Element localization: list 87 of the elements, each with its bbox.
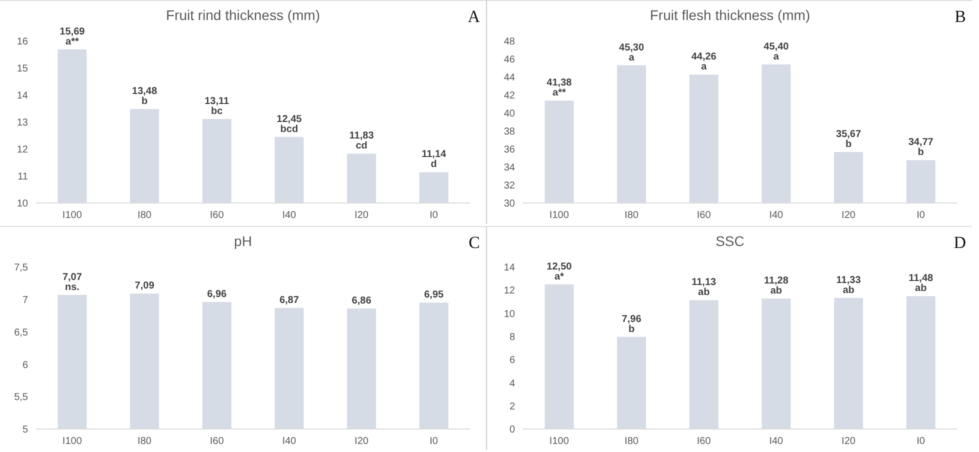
y-tick-label: 7: [22, 294, 28, 306]
data-label: 7,07 ns.: [62, 272, 82, 293]
chart-title: SSC: [716, 233, 744, 249]
y-tick-label: 42: [504, 90, 516, 102]
x-tick-label: I0: [430, 436, 438, 448]
x-tick-label: I40: [282, 210, 297, 222]
data-label: 12,50 a*: [546, 261, 572, 282]
y-tick-label: 10: [16, 198, 28, 210]
y-tick-label: 40: [504, 108, 516, 120]
x-tick-label: I20: [354, 436, 369, 448]
y-tick-label: 38: [504, 126, 516, 138]
y-tick-label: 36: [504, 144, 516, 156]
y-tick-label: 8: [509, 332, 516, 343]
chart-title: pH: [234, 233, 252, 249]
data-label: 45,30 a: [619, 42, 644, 64]
x-tick-label: I0: [430, 210, 438, 222]
x-tick-label: I40: [769, 210, 784, 222]
y-tick-label: 16: [16, 36, 28, 48]
y-tick-label: 11: [18, 172, 28, 183]
x-tick-label: I100: [62, 210, 82, 222]
data-label: 12,45 bcd: [276, 114, 302, 135]
chart-title: Fruit rind thickness (mm): [166, 7, 320, 23]
y-tick-label: 7,5: [14, 262, 28, 274]
data-label: 35,67 b: [836, 128, 862, 150]
chart-title: Fruit flesh thickness (mm): [650, 7, 810, 23]
x-tick-label: I60: [696, 436, 712, 448]
data-label: 11,83 cd: [349, 130, 374, 152]
data-label: 6,96: [207, 288, 228, 300]
data-label: 6,86: [352, 295, 372, 306]
x-tick-label: I60: [696, 210, 712, 222]
y-tick-label: 10: [504, 308, 516, 320]
x-tick-label: I100: [62, 436, 82, 448]
y-tick-label: 30: [504, 198, 516, 210]
x-tick-label: I80: [624, 210, 639, 222]
data-label: 6,95: [424, 290, 444, 301]
data-label: 41,38 a**: [546, 78, 572, 99]
y-tick-label: 15: [16, 64, 28, 75]
data-label: 7,09: [134, 280, 155, 292]
x-tick-label: I0: [916, 210, 926, 222]
data-label: 11,33 ab: [836, 274, 862, 296]
x-tick-label: I100: [549, 210, 570, 222]
x-tick-label: I80: [138, 210, 152, 222]
x-tick-label: I80: [138, 436, 152, 448]
y-tick-label: 2: [509, 401, 516, 412]
data-label: 34,77 b: [908, 137, 934, 158]
y-tick-label: 34: [504, 162, 516, 174]
y-tick-label: 5: [22, 424, 28, 436]
x-tick-label: I20: [354, 210, 369, 222]
y-tick-label: 13: [16, 118, 28, 129]
data-label: 11,13 ab: [692, 277, 717, 298]
y-tick-label: 6: [22, 360, 28, 371]
data-label: 11,14 d: [422, 149, 447, 170]
x-tick-label: I100: [549, 436, 570, 448]
x-tick-label: I40: [282, 436, 297, 448]
data-label: 13,48 b: [132, 86, 158, 108]
y-tick-label: 4: [509, 378, 516, 390]
y-tick-label: 5,5: [14, 392, 28, 404]
data-label: 11,28 ab: [764, 275, 789, 296]
y-tick-label: 14: [16, 90, 28, 102]
y-tick-label: 0: [509, 424, 516, 436]
y-tick-label: 12: [504, 286, 516, 297]
y-tick-label: 44: [504, 72, 516, 84]
data-label: 15,69 a**: [60, 26, 86, 48]
x-tick-label: I20: [842, 436, 856, 448]
x-tick-label: I60: [210, 210, 224, 222]
y-tick-label: 6: [509, 355, 516, 366]
y-tick-label: 14: [504, 262, 516, 274]
x-tick-label: I80: [624, 436, 639, 448]
data-label: 7,96 b: [622, 314, 642, 335]
y-tick-label: 32: [504, 180, 516, 192]
data-label: 13,11 bc: [204, 96, 230, 118]
x-tick-label: I60: [210, 436, 224, 448]
text: B: [954, 7, 966, 27]
y-tick-label: 48: [504, 36, 516, 48]
text: D: [954, 233, 966, 253]
x-tick-label: I40: [769, 436, 784, 448]
data-label: 11,48 ab: [908, 273, 934, 294]
x-tick-label: I0: [916, 436, 926, 448]
y-tick-label: 6,5: [14, 327, 28, 338]
data-label: 44,26 a: [691, 52, 717, 73]
data-label: 6,87: [279, 294, 300, 306]
x-tick-label: I20: [842, 210, 856, 222]
data-label: 45,40 a: [764, 41, 790, 62]
text: C: [468, 233, 480, 253]
y-tick-label: 12: [16, 144, 28, 156]
y-tick-label: 46: [504, 54, 516, 66]
text: A: [468, 7, 480, 27]
